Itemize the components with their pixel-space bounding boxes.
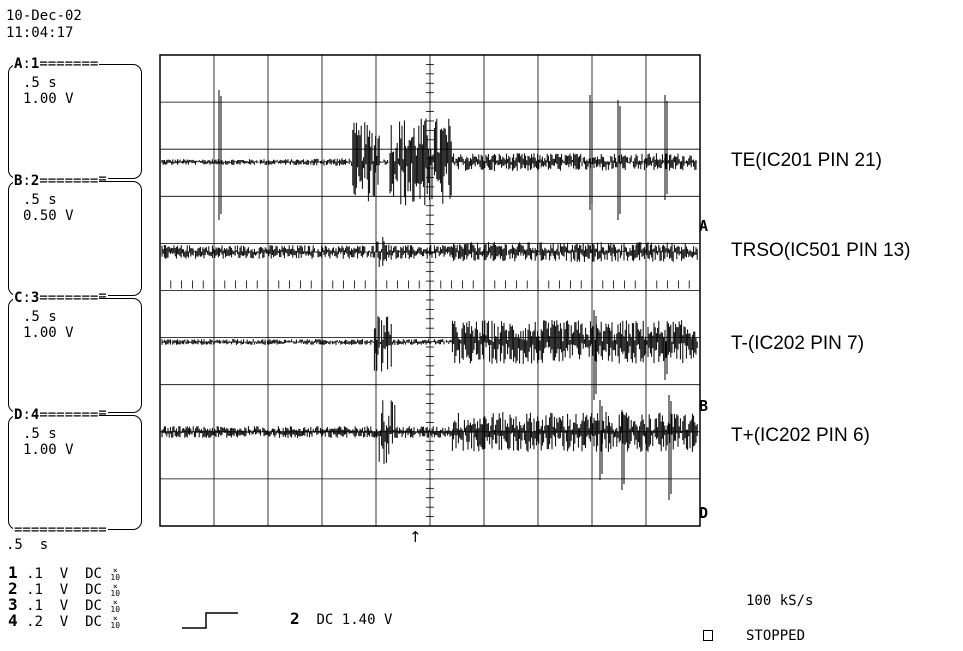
channel-b-header: B:2=======	[13, 173, 100, 189]
channel-d-header: D:4=======	[13, 407, 100, 423]
channel-1-setting: 1 .1 V DC × 10	[8, 563, 121, 582]
trigger-readout: 2 DC 1.40 V	[290, 609, 393, 629]
sample-rate: 100 kS/s	[746, 593, 814, 609]
probe-x10-icon: × 10	[110, 598, 121, 614]
marker-a: A	[699, 217, 709, 235]
rising-edge-trigger-icon	[182, 612, 238, 629]
channel-3-setting: 3 .1 V DC × 10	[8, 595, 121, 614]
run-stop-indicator-icon[interactable]	[703, 630, 713, 641]
timebase-readout: .5 s	[6, 537, 49, 553]
signal-label-t-minus: T-(IC202 PIN 7)	[731, 333, 865, 354]
channel-4-setting: 4 .2 V DC × 10	[8, 611, 121, 630]
channel-a-settings: .5 s 1.00 V	[23, 75, 74, 107]
tplus-waveform	[161, 395, 698, 500]
channel-c-settings: .5 s 1.00 V	[23, 309, 74, 341]
graticule	[159, 54, 701, 527]
trigger-position-icon: ↑	[409, 528, 422, 546]
channel-c-header: C:3=======	[13, 290, 100, 306]
probe-x10-icon: × 10	[110, 614, 121, 630]
signal-label-trso: TRSO(IC501 PIN 13)	[731, 240, 911, 261]
probe-x10-icon: × 10	[110, 566, 121, 582]
te-waveform	[161, 90, 698, 220]
marker-b: B	[699, 397, 709, 415]
channel-a-header: A:1=======	[13, 56, 100, 72]
marker-d: D	[699, 504, 709, 522]
capture-date: 10-Dec-02	[6, 8, 82, 24]
waveform-traces	[161, 90, 698, 500]
channel-d-box[interactable]: D:4======= .5 s 1.00 V ===========	[8, 407, 142, 538]
signal-label-t-plus: T+(IC202 PIN 6)	[731, 425, 870, 446]
capture-time: 11:04:17	[6, 25, 74, 41]
channel-2-setting: 2 .1 V DC × 10	[8, 579, 121, 598]
channel-d-footer: ===========	[13, 522, 108, 538]
probe-x10-icon: × 10	[110, 582, 121, 598]
channel-d-settings: .5 s 1.00 V	[23, 426, 74, 458]
signal-label-te: TE(IC201 PIN 21)	[731, 150, 882, 171]
channel-b-settings: .5 s 0.50 V	[23, 192, 74, 224]
tminus-waveform	[161, 310, 698, 400]
trso-waveform	[161, 237, 698, 268]
acquisition-status: STOPPED	[746, 628, 806, 644]
